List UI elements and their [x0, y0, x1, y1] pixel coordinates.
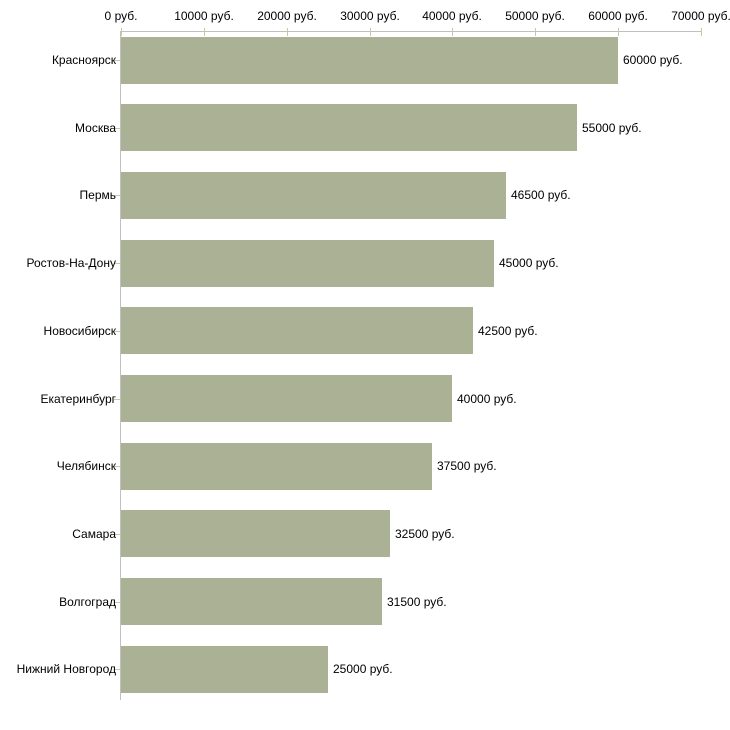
category-label: Волгоград [59, 595, 116, 609]
value-label: 40000 руб. [457, 392, 517, 406]
y-axis-category-tick [114, 60, 121, 61]
x-axis-tick-label: 70000 руб. [671, 9, 730, 23]
value-label: 60000 руб. [623, 53, 683, 67]
y-axis-category-tick [114, 669, 121, 670]
x-axis-tick [452, 28, 453, 36]
x-axis-line [120, 31, 702, 32]
bar-3 [121, 172, 506, 219]
bar-1 [121, 37, 618, 84]
category-label: Красноярск [51, 53, 116, 67]
value-label: 32500 руб. [395, 527, 455, 541]
x-axis-tick-label: 30000 руб. [340, 9, 400, 23]
x-axis-tick-label: 40000 руб. [422, 9, 482, 23]
x-axis-tick [370, 28, 371, 36]
category-label: Нижний Новгород [16, 662, 116, 676]
x-axis-tick [618, 28, 619, 36]
category-label: Екатеринбург [40, 392, 117, 406]
x-axis-tick-label: 60000 руб. [588, 9, 648, 23]
x-axis-tick-label: 0 руб. [104, 9, 138, 23]
category-label: Ростов-На-Дону [26, 256, 116, 270]
value-label: 45000 руб. [499, 256, 559, 270]
x-axis-tick [287, 28, 288, 36]
value-label: 55000 руб. [582, 121, 642, 135]
y-axis-category-tick [114, 331, 121, 332]
x-axis-tick [121, 28, 122, 36]
x-axis-tick-label: 20000 руб. [257, 9, 317, 23]
y-axis-category-tick [114, 534, 121, 535]
category-label: Пермь [79, 188, 116, 202]
category-label: Самара [72, 527, 116, 541]
bar-9 [121, 578, 382, 625]
bar-4 [121, 240, 494, 287]
value-label: 42500 руб. [478, 324, 538, 338]
bar-10 [121, 646, 328, 693]
category-label: Москва [75, 121, 116, 135]
bar-2 [121, 104, 577, 151]
category-label: Новосибирск [43, 324, 116, 338]
y-axis-category-tick [114, 263, 121, 264]
category-label: Челябинск [56, 459, 116, 473]
x-axis-tick-label: 10000 руб. [174, 9, 234, 23]
x-axis-tick [535, 28, 536, 36]
value-label: 46500 руб. [511, 188, 571, 202]
value-label: 25000 руб. [333, 662, 393, 676]
y-axis-line [120, 31, 121, 700]
x-axis-tick [204, 28, 205, 36]
y-axis-category-tick [114, 128, 121, 129]
x-axis-tick-label: 50000 руб. [505, 9, 565, 23]
x-axis-tick [701, 28, 702, 36]
bar-5 [121, 307, 473, 354]
y-axis-category-tick [114, 466, 121, 467]
bar-8 [121, 510, 390, 557]
y-axis-category-tick [114, 399, 121, 400]
bar-6 [121, 375, 452, 422]
y-axis-category-tick [114, 195, 121, 196]
value-label: 31500 руб. [387, 595, 447, 609]
bar-7 [121, 443, 432, 490]
value-label: 37500 руб. [437, 459, 497, 473]
y-axis-category-tick [114, 602, 121, 603]
